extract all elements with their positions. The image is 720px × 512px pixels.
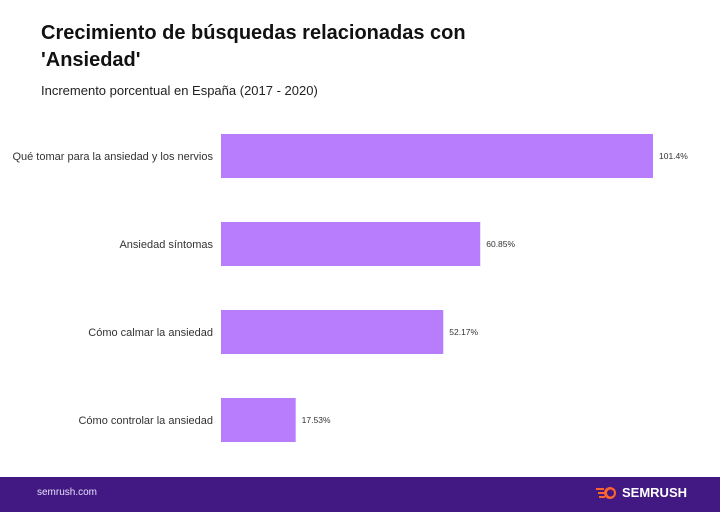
chart-subtitle: Incremento porcentual en España (2017 - … [41, 83, 318, 98]
bar-chart: Qué tomar para la ansiedad y los nervios… [12, 134, 688, 442]
data-label: 52.17% [449, 327, 478, 337]
footer: semrush.com SEMRUSH [0, 477, 720, 512]
site-link[interactable]: semrush.com [37, 487, 98, 498]
data-label: 101.4% [659, 151, 688, 161]
category-label: Cómo calmar la ansiedad [88, 327, 213, 339]
brand-name: SEMRUSH [622, 485, 688, 500]
category-label: Qué tomar para la ansiedad y los nervios [12, 151, 213, 163]
category-label: Cómo controlar la ansiedad [78, 415, 213, 427]
data-label: 17.53% [302, 415, 331, 425]
chart-title: Crecimiento de búsquedas relacionadas co… [41, 22, 466, 71]
data-label: 60.85% [486, 239, 515, 249]
semrush-flame-icon [596, 486, 616, 499]
bar [221, 398, 296, 442]
semrush-logo: SEMRUSH [596, 485, 687, 500]
bar [221, 310, 444, 354]
category-label: Ansiedad síntomas [119, 239, 213, 251]
bar [221, 134, 653, 178]
bar [221, 222, 481, 266]
